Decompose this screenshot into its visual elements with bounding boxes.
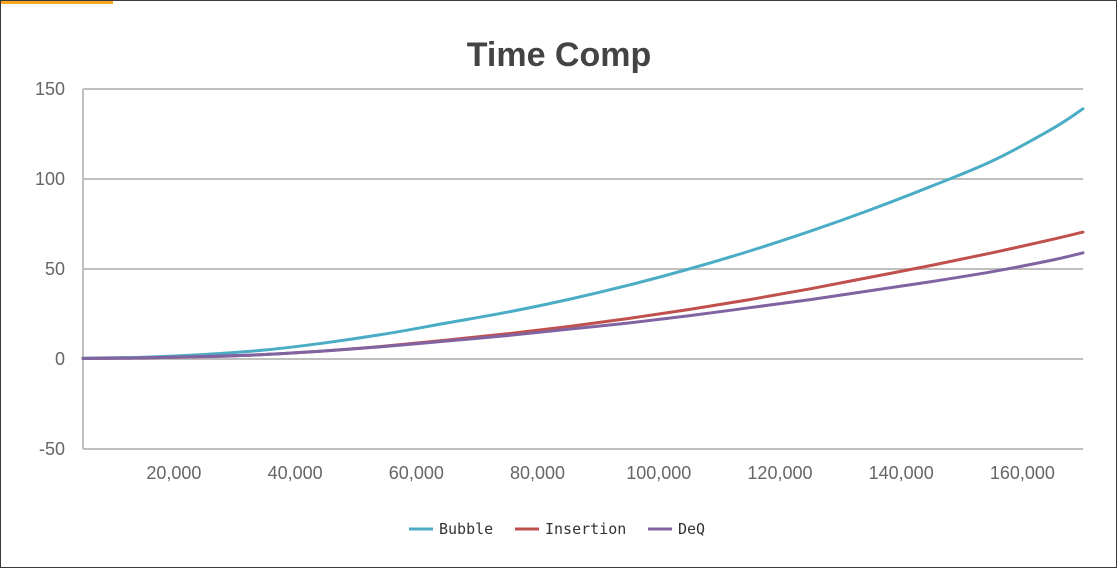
series-line-bubble <box>81 107 1085 360</box>
legend-label: DeQ <box>678 520 705 538</box>
chart-title: Time Comp <box>467 36 652 74</box>
y-tick-label: 0 <box>55 349 65 369</box>
x-tick-label: 60,000 <box>389 463 444 483</box>
x-tick-label: 40,000 <box>268 463 323 483</box>
x-tick-label: 160,000 <box>990 463 1055 483</box>
series-lines <box>81 107 1085 360</box>
grid-lines <box>82 88 1083 450</box>
legend-label: Insertion <box>545 520 626 538</box>
x-axis-ticks: 20,000 40,000 60,000 80,000 100,000 120,000 14… <box>146 463 1055 483</box>
x-tick-label: 80,000 <box>510 463 565 483</box>
legend: Bubble Insertion DeQ <box>409 520 705 538</box>
x-tick-label: 140,000 <box>869 463 934 483</box>
x-tick-label: 100,000 <box>626 463 691 483</box>
x-tick-label: 120,000 <box>747 463 812 483</box>
y-tick-label: 150 <box>35 79 65 99</box>
x-tick-label: 20,000 <box>146 463 201 483</box>
y-axis-ticks: 150 100 50 0 -50 <box>35 79 65 459</box>
series-line-deq <box>81 251 1085 360</box>
frame-corner-accent <box>1 1 113 4</box>
y-tick-label: 50 <box>45 259 65 279</box>
legend-label: Bubble <box>439 520 493 538</box>
y-tick-label: 100 <box>35 169 65 189</box>
y-tick-label: -50 <box>39 439 65 459</box>
